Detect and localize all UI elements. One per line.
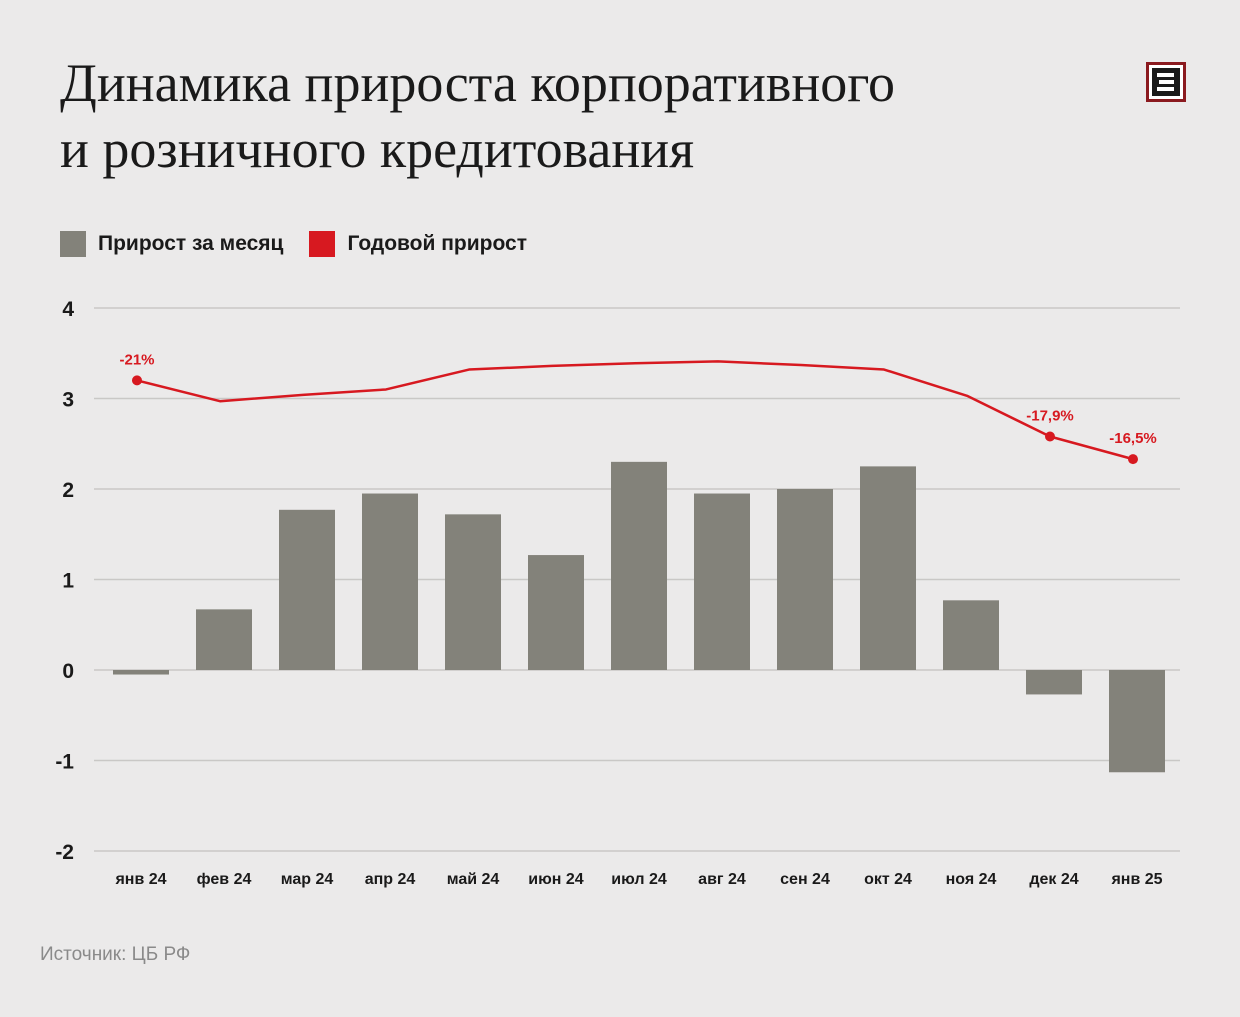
x-tick-label: окт 24 <box>864 871 912 888</box>
x-tick-label: май 24 <box>447 871 500 888</box>
legend-label-annual: Годовой прирост <box>347 232 528 255</box>
x-tick-label: сен 24 <box>780 871 830 888</box>
chart-legend: Прирост за месяц Годовой прирост <box>60 230 553 258</box>
x-tick-label: авг 24 <box>698 871 746 888</box>
x-tick-label: мар 24 <box>281 871 334 888</box>
bar <box>1109 670 1165 773</box>
chart-title: Динамика прироста корпоративного и розни… <box>60 50 1060 182</box>
bar <box>445 514 501 670</box>
y-tick-label: 1 <box>62 570 74 593</box>
x-tick-label: июл 24 <box>611 871 667 888</box>
x-tick-label: фев 24 <box>197 871 252 888</box>
bar <box>694 493 750 670</box>
line-point <box>1128 454 1138 465</box>
y-tick-label: 3 <box>62 389 74 412</box>
line-point <box>132 375 142 386</box>
y-tick-label: 0 <box>62 660 74 683</box>
bar <box>362 493 418 670</box>
x-tick-label: дек 24 <box>1029 871 1078 888</box>
annual-growth-line <box>136 360 1134 461</box>
legend-swatch-monthly <box>60 231 86 257</box>
legend-item-monthly: Прирост за месяц <box>60 231 283 257</box>
data-label: -17,9% <box>1026 408 1074 425</box>
x-tick-label: янв 25 <box>1110 871 1162 888</box>
line-point <box>1045 431 1055 442</box>
x-tick-label: июн 24 <box>528 871 584 888</box>
chart-title-line-1: Динамика прироста корпоративного <box>60 53 896 113</box>
source-note: Источник: ЦБ РФ <box>40 944 191 965</box>
bar <box>113 670 169 675</box>
legend-label-monthly: Прирост за месяц <box>98 232 284 255</box>
e-logo-icon <box>1146 62 1186 102</box>
data-label: -21% <box>119 351 154 368</box>
y-tick-label: 2 <box>62 479 74 502</box>
bar <box>528 555 584 670</box>
y-tick-label: -2 <box>55 841 74 864</box>
y-tick-label: 4 <box>62 298 74 321</box>
x-tick-label: апр 24 <box>365 871 416 888</box>
bar <box>196 609 252 670</box>
chart-title-line-2: и розничного кредитования <box>60 119 695 179</box>
bar <box>279 509 335 670</box>
y-tick-label: -1 <box>55 751 74 774</box>
bar <box>860 466 916 670</box>
x-tick-label: янв 24 <box>114 871 166 888</box>
bar <box>943 600 999 670</box>
bar <box>777 489 833 670</box>
legend-item-annual: Годовой прирост <box>309 231 527 257</box>
legend-swatch-annual <box>309 231 336 257</box>
bar <box>1026 670 1082 695</box>
x-tick-label: ноя 24 <box>946 871 997 888</box>
data-label: -16,5% <box>1109 430 1157 447</box>
bar <box>611 461 667 670</box>
